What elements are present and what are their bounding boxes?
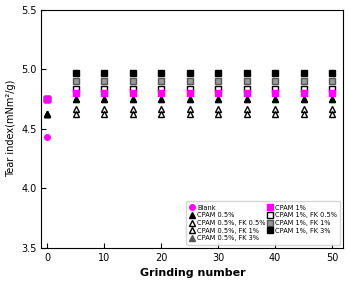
Legend: Blank, CPAM 0.5%, CPAM 0.5%, FK 0.5%, CPAM 0.5%, FK 1%, CPAM 0.5%, FK 3%, CPAM 1: Blank, CPAM 0.5%, CPAM 0.5%, FK 0.5%, CP…	[186, 201, 340, 245]
Y-axis label: Tear index(mNm²/g): Tear index(mNm²/g)	[6, 80, 16, 178]
X-axis label: Grinding number: Grinding number	[140, 268, 245, 278]
